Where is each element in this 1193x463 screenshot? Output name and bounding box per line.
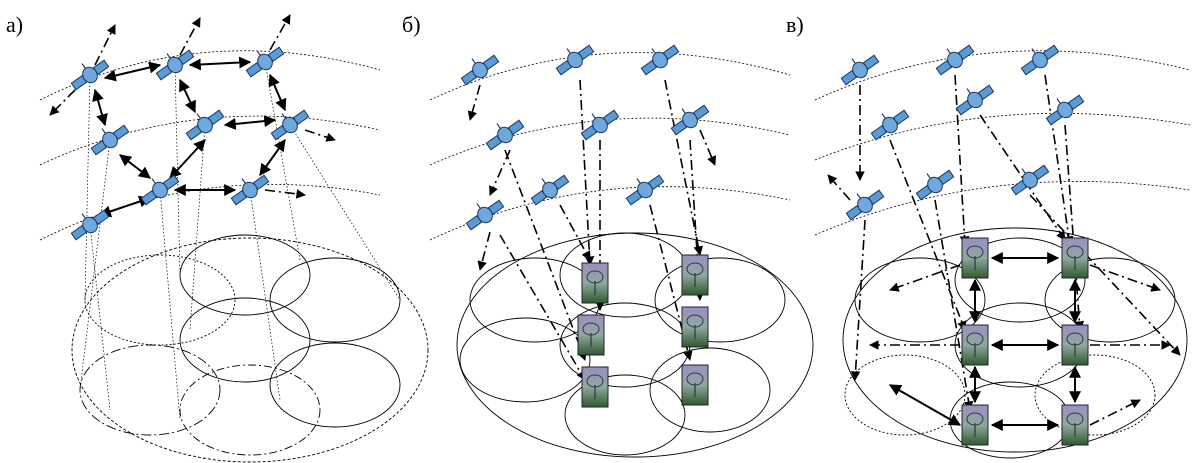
link-arrow [500,235,585,380]
coverage-zone [845,355,965,435]
link-arrow [505,150,585,360]
beam-line [85,75,90,300]
coverage-zone [180,235,310,315]
satellite [266,102,311,143]
panel-label: а) [6,12,23,37]
link-arrow [1030,195,1180,355]
orbit [815,113,1190,160]
satellite [456,47,501,88]
link-arrow [935,200,970,410]
page: а) б) в) [0,0,1193,463]
panel-c [815,37,1190,458]
link-arrow [470,85,480,120]
satellite [241,39,286,80]
satellite [621,167,666,208]
ground-station [962,325,988,365]
panel-a [40,15,428,462]
link-arrow [955,75,965,245]
coverage-zone [72,238,428,462]
link-arrow [480,232,490,270]
ground-station [582,367,608,407]
link-arrow [890,385,960,425]
ground-station [1062,238,1088,278]
ground-station [1062,405,1088,445]
satellite [866,102,911,143]
link-arrow [105,65,160,78]
satellite [481,112,526,153]
satellite [86,117,131,158]
link-arrow [120,155,150,178]
link-arrow [490,150,510,195]
link-arrow [170,140,205,178]
satellite [836,47,881,88]
link-arrow [95,25,115,65]
link-arrow [1045,75,1070,245]
link-arrow [180,80,195,112]
link-arrow [265,190,305,195]
link-arrow [1090,400,1140,425]
coverage-zone [270,258,400,342]
satellite [151,42,196,83]
link-arrow [270,15,290,50]
diagram: а) б) в) [0,0,1193,463]
satellite [951,77,996,118]
panel-label: в) [786,12,804,37]
link-arrow [260,140,285,175]
orbit [430,118,790,165]
coverage-zone [650,348,770,432]
satellite [1041,87,1086,128]
satellite [66,52,111,93]
beam-line [160,190,180,420]
ground-station [1062,325,1088,365]
coverage-zone [460,318,590,402]
ground-station [582,263,608,303]
link-arrow [828,175,850,200]
beam-line [190,125,205,330]
satellite [666,97,711,138]
coverage-zone [270,343,400,427]
coverage-zone [80,345,220,435]
satellite [461,192,506,233]
satellite [181,102,226,143]
ground-station [962,405,988,445]
panel-label: б) [402,12,421,37]
beam-line [90,225,110,410]
satellite [636,37,681,78]
coverage-zone [180,365,320,455]
link-arrow [305,130,335,140]
coverage-zone [655,258,785,342]
link-arrow [95,90,105,125]
satellite [1016,37,1061,78]
link-arrow [700,130,715,165]
panel-b [430,37,813,457]
satellite [66,202,111,243]
link-arrow [225,120,275,125]
satellite [226,167,271,208]
satellite [1006,157,1051,198]
satellite [551,37,596,78]
link-arrow [560,205,590,260]
link-arrow [180,18,200,55]
link-arrow [1090,265,1160,290]
ground-station [682,255,708,295]
link-arrow [50,90,75,115]
ground-station [682,307,708,347]
beam-line [80,140,110,390]
satellite [931,37,976,78]
link-arrow [190,62,250,65]
ground-station [962,238,988,278]
link-arrow [855,220,865,380]
ground-station [682,365,708,405]
coverage-zone [560,233,690,317]
beam-line [290,125,400,300]
satellite [841,182,886,223]
coverage-zone [85,255,235,345]
satellite [526,167,571,208]
coverage-zone [180,298,310,382]
ground-station [578,315,604,355]
